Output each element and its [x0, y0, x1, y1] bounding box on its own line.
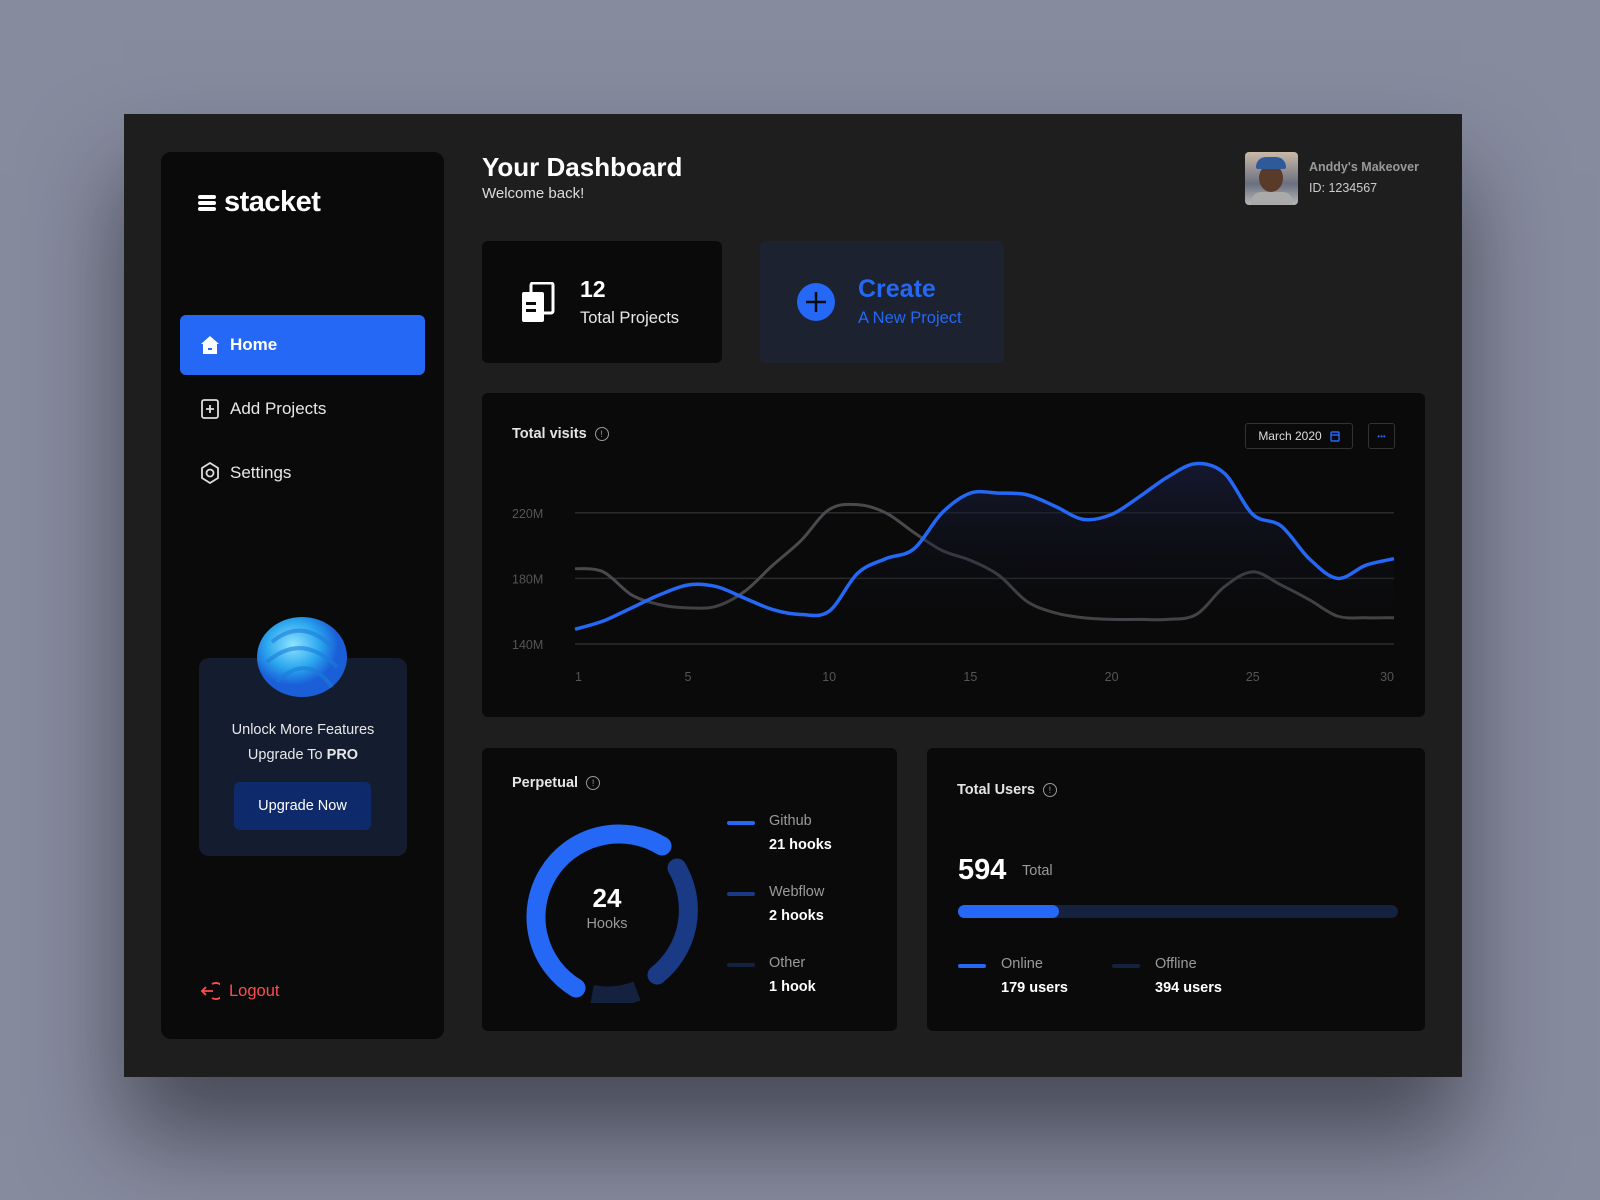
brand-name: stacket [224, 186, 321, 218]
create-project-button[interactable]: Create A New Project [760, 241, 1004, 363]
documents-icon [522, 282, 555, 322]
sidebar-item-add-projects[interactable]: Add Projects [180, 379, 425, 439]
users-title-text: Total Users [957, 782, 1035, 798]
promo-pro: PRO [326, 747, 359, 763]
legend-item-online: Online 179 users [958, 956, 1068, 996]
sidebar-item-home[interactable]: Home [180, 315, 425, 375]
create-title: Create [858, 275, 936, 303]
total-projects-card: 12 Total Projects [482, 241, 722, 363]
legend-name: Online [1001, 956, 1043, 972]
visits-title-text: Total visits [512, 426, 587, 442]
x-tick-label: 5 [684, 670, 691, 684]
calendar-icon [1329, 431, 1340, 442]
legend-swatch [727, 892, 755, 896]
create-subtitle: A New Project [858, 309, 962, 327]
hooks-total-label: Hooks [586, 916, 628, 932]
sidebar-item-label: Add Projects [230, 399, 327, 418]
user-id: ID: 1234567 [1309, 181, 1378, 195]
page-subtitle: Welcome back! [482, 185, 585, 202]
promo-line-2: Upgrade To [247, 747, 327, 763]
info-icon[interactable]: ! [594, 427, 609, 441]
promo-line-1: Unlock More Features [231, 722, 375, 738]
series-area-current [575, 463, 1394, 644]
hooks-donut-chart [526, 824, 698, 1003]
perpetual-card: Perpetual! 24 Hooks Github 21 hooks Webf… [482, 748, 897, 1031]
legend-swatch [958, 964, 986, 968]
legend-name: Other [769, 955, 806, 971]
y-tick-label: 180M [512, 572, 543, 586]
brand-logo[interactable]: stacket [198, 186, 321, 219]
projects-label: Total Projects [580, 309, 680, 327]
legend-name: Offline [1155, 956, 1197, 972]
projects-count: 12 [580, 276, 606, 302]
logout-label: Logout [229, 981, 280, 1000]
month-value: March 2020 [1258, 429, 1322, 443]
legend-swatch [1112, 964, 1140, 968]
info-icon[interactable]: ! [586, 776, 601, 790]
y-tick-label: 140M [512, 638, 543, 652]
legend-swatch [727, 821, 755, 825]
stack-icon [198, 194, 216, 211]
series-line-current [574, 461, 1395, 631]
sidebar-item-label: Settings [230, 463, 292, 482]
plus-square-icon [201, 399, 219, 419]
month-picker[interactable]: March 2020 [1245, 423, 1353, 449]
avatar[interactable] [1245, 152, 1298, 205]
users-total: 594 [958, 854, 1007, 886]
legend-item-offline: Offline 394 users [1112, 956, 1222, 996]
x-tick-label: 30 [1380, 670, 1394, 684]
more-options-button[interactable]: ••• [1368, 423, 1395, 449]
hooks-total: 24 [592, 883, 622, 913]
x-tick-label: 20 [1105, 670, 1119, 684]
sidebar-item-settings[interactable]: Settings [180, 443, 425, 503]
users-total-label: Total [1022, 863, 1053, 879]
plus-circle-icon [797, 283, 835, 321]
page-title: Your Dashboard [482, 152, 683, 182]
legend-item-github: Github 21 hooks [727, 813, 832, 853]
sidebar-item-label: Home [230, 335, 278, 354]
legend-name: Webflow [769, 884, 825, 900]
info-icon[interactable]: ! [1042, 783, 1057, 797]
users-progress-fill [958, 905, 1060, 918]
upgrade-now-button[interactable]: Upgrade Now [234, 782, 371, 830]
logout-button[interactable]: Logout [198, 980, 279, 1002]
legend-value: 179 users [1001, 980, 1068, 996]
total-visits-card: Total visits! March 2020 ••• 220M 180M 140… [482, 393, 1425, 717]
legend-name: Github [769, 813, 812, 829]
perpetual-title: Perpetual! [512, 775, 601, 791]
legend-item-webflow: Webflow 2 hooks [727, 884, 825, 924]
settings-icon [201, 462, 219, 484]
x-tick-label: 15 [963, 670, 977, 684]
donut-segment-webflow [647, 858, 698, 985]
users-progress-bar [958, 905, 1398, 918]
legend-value: 1 hook [769, 979, 816, 995]
sidebar [161, 152, 444, 1039]
donut-segment-other [590, 981, 641, 1003]
visits-title: Total visits! [512, 426, 609, 442]
donut-segment-github [526, 824, 672, 998]
user-name: Anddy's Makeover [1309, 160, 1419, 174]
legend-item-other: Other 1 hook [727, 955, 816, 995]
legend-value: 394 users [1155, 980, 1222, 996]
3d-swirl-illustration [257, 617, 347, 697]
users-title: Total Users! [957, 782, 1057, 798]
legend-value: 2 hooks [769, 908, 824, 924]
home-icon [201, 336, 219, 354]
legend-value: 21 hooks [769, 837, 832, 853]
perpetual-title-text: Perpetual [512, 775, 579, 791]
total-users-card: Total Users! 594 Total Online 179 users … [927, 748, 1425, 1031]
x-tick-label: 25 [1246, 670, 1260, 684]
y-tick-label: 220M [512, 507, 543, 521]
x-tick-label: 1 [575, 670, 582, 684]
legend-swatch [727, 963, 755, 967]
logout-icon [200, 982, 220, 1000]
x-tick-label: 10 [822, 670, 836, 684]
